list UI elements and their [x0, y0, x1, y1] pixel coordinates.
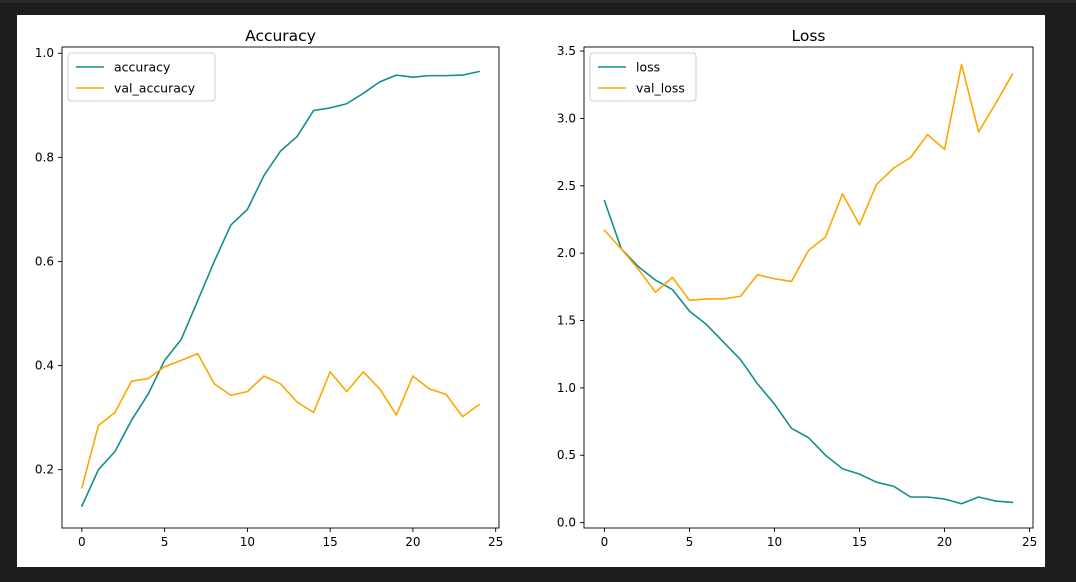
y-tick-label: 0.5	[557, 448, 576, 462]
y-tick-label: 0.6	[35, 254, 54, 268]
plot-frame	[61, 46, 500, 529]
series-line-val_loss	[603, 63, 1014, 302]
accuracy-chart: 0 5 10 15 20 25 0.2 0.4 0.6 0.8 1.0 Accuracy accurac…	[35, 27, 503, 549]
charts-svg: 0 5 10 15 20 25 0.2 0.4 0.6 0.8 1.0 Accuracy accurac…	[35, 27, 1037, 549]
x-tick-label: 20	[937, 535, 952, 549]
chart-title: Accuracy	[245, 27, 316, 45]
loss-chart: 0 5 10 15 20 25 0.0 0.5 1.0 1.5 2.0 2.5 3.0 3.5 Loss lo…	[557, 27, 1037, 549]
series-line-accuracy	[81, 70, 480, 507]
figure-canvas: 0 5 10 15 20 25 0.2 0.4 0.6 0.8 1.0 Accuracy accurac…	[17, 15, 1045, 567]
y-tick-label: 3.0	[557, 111, 576, 125]
y-tick-label: 1.5	[557, 314, 576, 328]
y-tick-label: 0.2	[35, 463, 54, 477]
x-tick-label: 0	[78, 535, 86, 549]
x-tick-label: 15	[852, 535, 867, 549]
legend-label-val_accuracy: val_accuracy	[114, 81, 196, 96]
y-tick-label: 1.0	[557, 381, 576, 395]
y-tick-label: 3.5	[557, 44, 576, 58]
y-tick-label: 2.0	[557, 246, 576, 260]
chart-title: Loss	[792, 27, 826, 45]
x-tick-label: 15	[323, 535, 338, 549]
plot-frame	[583, 46, 1034, 529]
y-tick-label: 2.5	[557, 179, 576, 193]
y-tick-label: 0.8	[35, 150, 54, 164]
legend: loss val_loss	[589, 52, 697, 102]
y-tick-label: 1.0	[35, 46, 54, 60]
series-line-val_accuracy	[81, 352, 480, 489]
x-tick-label: 10	[767, 535, 782, 549]
x-tick-label: 10	[240, 535, 255, 549]
x-tick-label: 25	[1022, 535, 1037, 549]
x-tick-label: 5	[686, 535, 694, 549]
legend-label-accuracy: accuracy	[114, 60, 171, 75]
legend: accuracy val_accuracy	[67, 52, 216, 102]
series-line-loss	[603, 199, 1014, 505]
x-tick-label: 25	[488, 535, 503, 549]
legend-label-val_loss: val_loss	[636, 81, 685, 96]
y-tick-label: 0.4	[35, 359, 54, 373]
legend-box	[589, 52, 697, 102]
x-tick-label: 0	[601, 535, 609, 549]
legend-label-loss: loss	[636, 60, 660, 75]
top-border	[0, 0, 1076, 3]
x-tick-label: 20	[405, 535, 420, 549]
legend-box	[67, 52, 216, 102]
y-tick-label: 0.0	[557, 516, 576, 530]
x-tick-label: 5	[161, 535, 169, 549]
